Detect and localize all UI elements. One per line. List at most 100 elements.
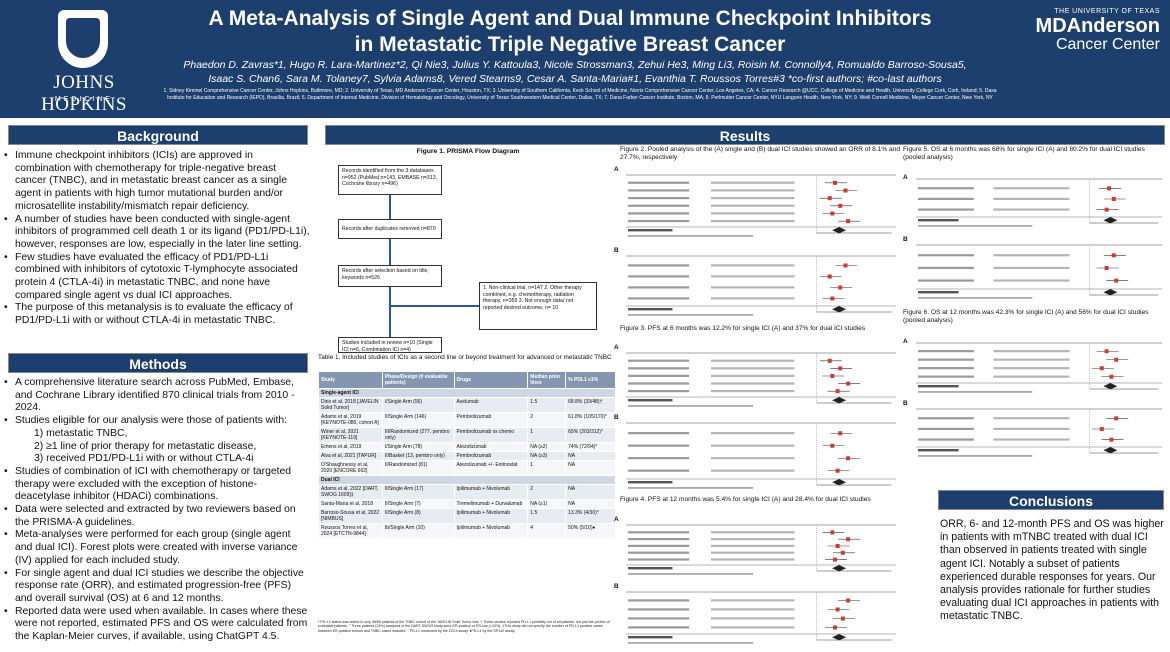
forest-svg	[916, 178, 1162, 227]
point-estimate	[1107, 186, 1112, 191]
list-item: A number of studies have been conducted …	[4, 214, 310, 252]
pooled-diamond	[1103, 447, 1118, 454]
study-label-bar	[918, 375, 974, 378]
point-estimate	[832, 625, 837, 630]
title-line-1: A Meta-Analysis of Single Agent and Dual…	[208, 7, 932, 30]
table-cell: Tremelimumab + Durvalumab	[453, 499, 529, 509]
list-item: Studies eligible for our analysis were t…	[4, 415, 310, 428]
panel-letter: B	[614, 414, 619, 421]
forest-plot-fig3b	[622, 414, 900, 492]
study-label-bar	[918, 438, 974, 441]
table-cell: NA (≥1)	[527, 499, 567, 509]
point-estimate	[835, 544, 840, 548]
table-row: Alva et al, 2021 [TAPUR] II/Basket (13, p…	[318, 451, 616, 461]
forest-svg	[916, 342, 1162, 393]
forest-plot-fig5b	[912, 236, 1166, 302]
table-cell: II/Single Arm (146)	[381, 412, 455, 428]
table-cell: Avelumab	[453, 397, 529, 413]
panel-letter: B	[614, 583, 619, 590]
point-estimate	[846, 219, 851, 224]
point-estimate	[830, 443, 835, 448]
study-label-bar	[628, 367, 690, 370]
total-label-bar	[918, 219, 959, 222]
table-body: Single-agent ICI Dirix et al, 2018 [JAVEL…	[318, 388, 616, 539]
panel-letter: B	[903, 400, 908, 407]
pooled-diamond	[832, 565, 847, 572]
table-header: % PDL1 ≥1%	[565, 371, 616, 389]
pooled-diamond	[832, 306, 847, 313]
pooled-diamond	[1103, 383, 1118, 390]
heterogeneity-bar	[918, 297, 1033, 299]
study-label-bar	[628, 382, 690, 385]
study-values-bar	[710, 212, 795, 215]
forest-svg	[916, 244, 1162, 299]
point-estimate	[830, 530, 835, 535]
prisma-connector	[391, 305, 479, 307]
table-cell: Alva et al, 2021 [TAPUR]	[318, 451, 383, 461]
table-cell: III/Randomized (277, pembro only)	[381, 427, 455, 443]
study-values-bar	[993, 208, 1070, 211]
study-label-bar	[628, 444, 690, 447]
study-values-bar	[710, 444, 795, 447]
study-values-bar	[710, 367, 795, 370]
point-estimate	[835, 468, 840, 473]
pooled-diamond	[1103, 289, 1118, 296]
table-cell: Pembrolizumab	[453, 451, 529, 461]
table-cell: Pembrolizumab vs chemo	[453, 427, 529, 443]
list-item: The purpose of this metanalysis is to ev…	[4, 302, 310, 327]
studies-table: Study Phase/Design (# evaluable patients…	[318, 371, 616, 539]
table-row: O'Shaughnessy et al, 2020 [ENCORE 602] II…	[318, 460, 616, 476]
study-values-bar	[710, 264, 795, 267]
affiliations: 1. Sidney Kimmel Comprehensive Cancer Ce…	[100, 88, 1060, 102]
study-values-bar	[993, 427, 1070, 430]
point-estimate	[1104, 266, 1109, 270]
study-label-bar	[628, 599, 690, 602]
total-label-bar	[918, 449, 959, 452]
study-label-bar	[628, 275, 690, 278]
table-row: Barroso-Sousa et al, 2022 [NIMBUS] II/Sin…	[318, 508, 616, 524]
table-row: Adams et al, 2022 [DART, SWOG 1609]‡ II/S…	[318, 484, 616, 500]
point-estimate	[1111, 253, 1116, 258]
study-label-bar	[918, 197, 974, 200]
table-cell: II/Single Arm (8)	[381, 508, 455, 524]
study-label-bar	[918, 417, 974, 420]
table-group-row: Dual ICI	[318, 475, 616, 485]
list-item: Studies of combination of ICI with chemo…	[4, 466, 310, 504]
panel-letter: A	[903, 174, 908, 181]
table-cell: II/Basket (13, pembro only)	[381, 451, 455, 461]
study-values-bar	[993, 417, 1070, 420]
heterogeneity-bar	[628, 405, 754, 407]
table-cell: Santa-Maria et al, 2018	[318, 499, 383, 509]
table-cell: 65% (203/312)°	[565, 427, 616, 443]
total-label-bar	[628, 399, 673, 402]
conclusions-heading: Conclusions	[938, 490, 1164, 510]
prisma-box-identified: Records identified from the 3 databases …	[338, 165, 442, 195]
point-estimate	[840, 616, 845, 621]
point-estimate	[846, 456, 851, 461]
mda-name: MDAnderson	[1035, 15, 1160, 37]
table-cell: 1	[527, 460, 567, 476]
point-estimate	[1111, 197, 1116, 201]
table-cell: Ib/Single Arm (10)	[381, 523, 455, 539]
point-estimate	[838, 203, 843, 208]
table-cell: Dirix et al, 2018 [JAVELIN Solid Tumor]	[318, 397, 383, 413]
study-label-bar	[918, 367, 974, 370]
table-cell: Ipilimumab + Nivolumab	[453, 523, 529, 539]
prisma-box-selection: Records after selection based on title, …	[338, 265, 442, 287]
study-label-bar	[628, 219, 690, 223]
study-values-bar	[710, 382, 795, 385]
study-values-bar	[993, 358, 1070, 361]
list-item: Data were selected and extracted by two …	[4, 504, 310, 529]
study-values-bar	[993, 279, 1070, 282]
table-cell: 61.8% (105/170)°	[565, 412, 616, 428]
table-cell: 1.5	[527, 508, 567, 524]
list-item: Immune checkpoint inhibitors (ICIs) are …	[4, 150, 310, 214]
total-label-bar	[918, 385, 959, 388]
table-footnotes: * PD-L1 status was tested in only 48/58 …	[318, 620, 610, 633]
methods-list: A comprehensive literature search across…	[4, 377, 310, 644]
study-label-bar	[628, 374, 690, 377]
results-heading: Results	[325, 125, 1165, 145]
study-values-bar	[710, 538, 795, 541]
study-label-bar	[628, 189, 690, 192]
total-label-bar	[628, 481, 673, 484]
